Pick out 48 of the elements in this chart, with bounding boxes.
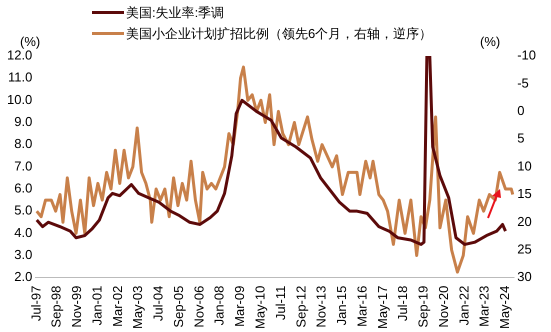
y2-tick-label: -10 [517,48,536,63]
y-axis-title: (%) [20,34,40,49]
x-tick-label: Jan-01 [89,286,104,326]
y-tick-label: 7.0 [14,158,32,174]
x-tick-label: Jan-22 [456,286,472,326]
x-tick-label: Jul-04 [150,286,166,322]
y-tick-label: 11.0 [8,70,32,85]
x-tick-label: May-10 [252,286,268,330]
y2-tick-label: 10 [517,158,532,174]
y2-axis-title: (%) [480,34,500,49]
x-tick-label: Nov-99 [69,286,84,328]
x-tick-label: Nov-06 [191,286,206,328]
y-tick-label: 6.0 [14,180,32,196]
y-tick-label: 10.0 [6,92,32,107]
y-tick-label: 12.0 [6,48,32,63]
y2-tick-label: -5 [517,75,529,90]
x-tick-label: Sep-12 [293,286,308,328]
x-tick-label: Mar-09 [232,286,248,327]
x-tick-label: Sep-98 [48,286,64,328]
y-tick-label: 4.0 [14,224,32,240]
x-tick-label: Jan-08 [212,286,227,326]
y2-tick-label: 5 [517,130,524,146]
y2-tick-label: 30 [517,269,532,284]
x-tick-label: Mar-02 [110,286,125,327]
x-tick-label: May-17 [374,286,390,330]
x-tick-label: Nov-13 [314,286,329,328]
x-tick-label: Mar-23 [476,286,492,327]
x-tick-label: Mar-16 [354,286,370,327]
legend-label: 美国小企业计划扩招比例（领先6个月，右轴，逆序） [126,25,432,43]
y-tick-label: 2.0 [14,269,32,284]
y-tick-label: 8.0 [14,136,32,152]
x-tick-label: Jul-18 [395,286,410,322]
x-tick-label: Nov-20 [436,286,451,328]
x-tick-label: Jul-11 [272,286,288,320]
y-tick-label: 3.0 [14,247,32,262]
y2-tick-label: 25 [517,242,532,257]
x-tick-label: May-24 [497,286,512,330]
y2-tick-label: 0 [517,102,524,118]
y2-tick-label: 15 [517,186,532,202]
x-tick-label: Jul-97 [28,286,44,322]
y-tick-label: 5.0 [14,202,32,218]
legend-label: 美国:失业率:季调 [126,4,224,22]
x-tick-label: Jan-15 [334,286,350,326]
y2-tick-label: 20 [517,214,532,229]
x-tick-label: Sep-19 [416,286,431,328]
y-tick-label: 9.0 [14,114,32,130]
x-tick-label: Sep-05 [170,286,186,328]
x-tick-label: May-03 [130,286,146,330]
